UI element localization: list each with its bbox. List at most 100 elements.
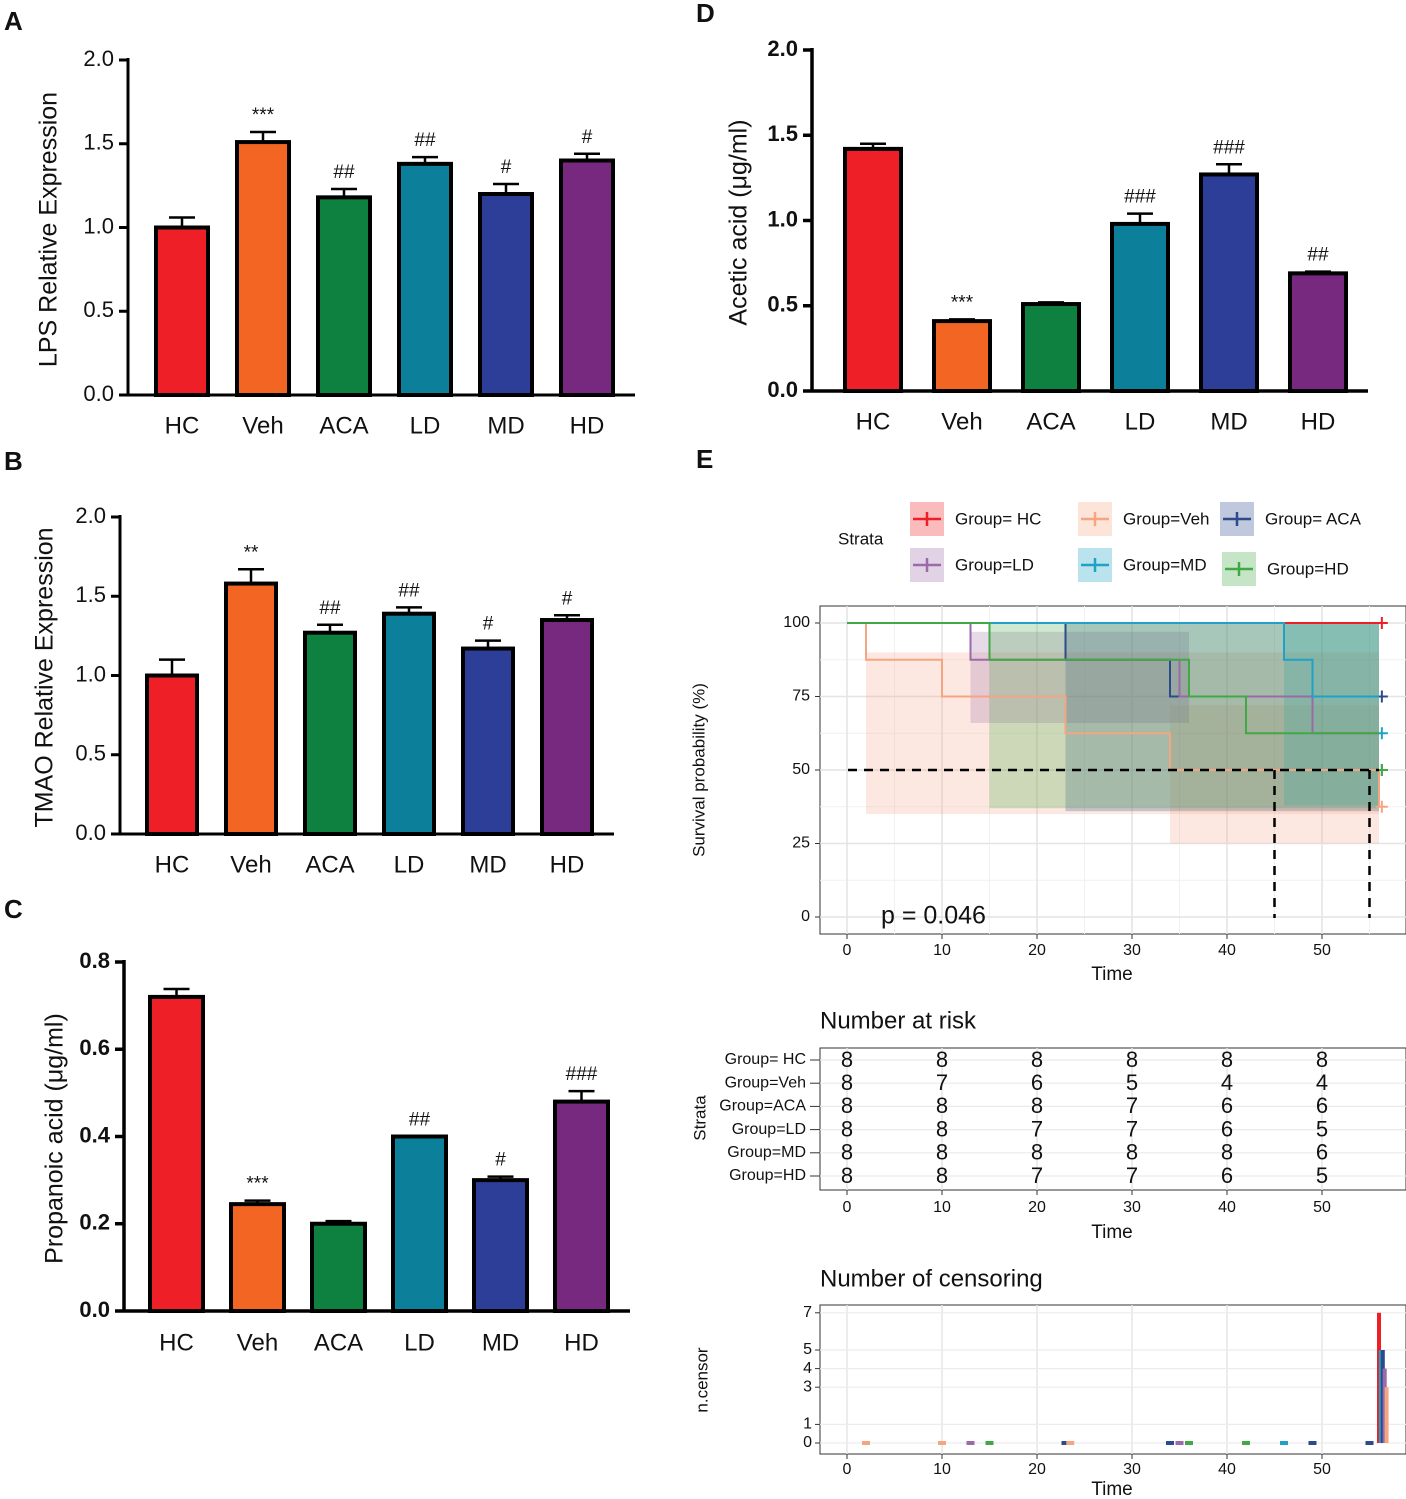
risk-count: 8 (936, 1140, 948, 1165)
censor-zero-mark (966, 1441, 975, 1445)
y-tick-label: 0.0 (75, 820, 106, 845)
bar-veh (235, 140, 291, 397)
risk-count: 6 (1221, 1163, 1233, 1188)
risk-count: 5 (1316, 1163, 1328, 1188)
y-axis-label: LPS Relative Expression (35, 92, 63, 367)
survival-curve-3 (847, 622, 1379, 735)
bar-aca (1021, 302, 1081, 394)
legend: Strata Group= HC Group=Veh Group= ACA Group=… (838, 502, 1362, 586)
y-tick-label: 0.0 (767, 377, 798, 402)
risk-row-label: Group=ACA (719, 1098, 806, 1115)
risk-count: 4 (1316, 1070, 1328, 1095)
risk-count: 7 (1031, 1116, 1043, 1141)
significance-label: *** (951, 292, 974, 313)
category-label: MD (1210, 408, 1247, 435)
x-axis-label: Time (1091, 1222, 1133, 1243)
censor-zero-mark (1242, 1441, 1250, 1445)
bar-md (1199, 172, 1259, 393)
y-tick-label: 7 (803, 1304, 812, 1321)
risk-count: 6 (1221, 1116, 1233, 1141)
risk-count: 8 (1126, 1140, 1138, 1165)
bar-hc (843, 146, 903, 393)
y-tick-label: 0.5 (75, 741, 106, 766)
risk-row-label: Group=LD (732, 1121, 806, 1138)
y-tick-label: 50 (792, 761, 810, 778)
category-label: HD (570, 412, 605, 439)
bar-md (478, 192, 534, 397)
significance-label: *** (246, 1174, 269, 1195)
bar-hc (154, 225, 210, 397)
significance-label: # (501, 157, 512, 178)
category-label: HD (1301, 408, 1336, 435)
x-tick-label: 0 (843, 942, 852, 959)
panel-d: D 0.0 0.5 1.0 1.5 2.0 Acetic acid (μg/ml) HC Veh… (696, 0, 1368, 435)
x-tick-label: 10 (933, 1461, 951, 1478)
y-tick-label: 75 (792, 688, 810, 705)
bar-ld (382, 611, 436, 836)
legend-label: Group=Veh (1123, 509, 1210, 528)
x-axis-label: Time (1091, 1479, 1133, 1499)
risk-count: 6 (1316, 1093, 1328, 1118)
bar-aca (316, 195, 372, 397)
y-tick-label: 0.4 (79, 1122, 110, 1147)
risk-count: 8 (1031, 1093, 1043, 1118)
legend-item: Group= HC (910, 502, 1041, 536)
significance-label: ** (244, 542, 259, 563)
category-label: Veh (941, 408, 982, 435)
bar-hd (559, 158, 615, 397)
y-tick-label: 0 (801, 908, 810, 925)
risk-count: 8 (1126, 1047, 1138, 1072)
x-tick-label: 20 (1028, 1199, 1046, 1216)
x-tick-label: 40 (1218, 1461, 1236, 1478)
category-label: HD (550, 851, 585, 878)
legend-item: Group=Veh (1078, 502, 1210, 536)
risk-row-label: Group=HD (729, 1167, 806, 1184)
panel-a: A 0.0 0.5 1.0 1.5 2.0 LPS Relative Expression H… (4, 6, 635, 439)
significance-label: ## (398, 580, 420, 601)
y-tick-label: 1.5 (75, 582, 106, 607)
legend-label: Group=LD (955, 555, 1034, 574)
category-label: HC (159, 1329, 194, 1356)
category-label: HC (856, 408, 891, 435)
x-tick-label: 10 (933, 1199, 951, 1216)
bar-hd (553, 1099, 610, 1313)
y-axis-label: Propanoic acid (μg/ml) (41, 1013, 69, 1264)
risk-count: 5 (1316, 1116, 1328, 1141)
x-tick-label: 30 (1123, 1461, 1141, 1478)
legend-label: Group=MD (1123, 555, 1207, 574)
risk-count: 7 (1126, 1093, 1138, 1118)
censor-frame (819, 1304, 1406, 1455)
category-label: MD (482, 1329, 519, 1356)
risk-count: 8 (841, 1140, 853, 1165)
x-tick-label: 50 (1313, 942, 1331, 959)
significance-label: ### (1124, 187, 1156, 208)
km-plot: p = 0.046 0 25 50 75 100 0 10 20 30 40 50 Time Surviv… (689, 605, 1406, 985)
risk-row-label: Group=MD (727, 1144, 806, 1161)
category-label: HD (564, 1329, 599, 1356)
x-tick-label: 40 (1218, 1199, 1236, 1216)
survival-curve-4 (847, 622, 1379, 698)
bar-hc (148, 994, 205, 1314)
risk-count: 8 (936, 1116, 948, 1141)
bar-ld (391, 1134, 448, 1313)
bar-aca (303, 630, 357, 837)
category-label: LD (394, 851, 425, 878)
censor-ylabel: n.censor (692, 1347, 711, 1413)
risk-count: 8 (841, 1163, 853, 1188)
y-tick-label: 0.2 (79, 1210, 110, 1235)
risk-row-label: Group=Veh (725, 1074, 806, 1091)
panel-e: E Strata Group= HC Group=Veh Group= ACA Group… (689, 444, 1406, 1499)
y-tick-label: 1.0 (75, 661, 106, 686)
risk-row-label: Group= HC (725, 1051, 806, 1068)
censor-zero-mark (1061, 1441, 1070, 1445)
bar-veh (229, 1202, 286, 1314)
censor-zero-mark (1365, 1441, 1374, 1445)
bar-ld (1110, 221, 1170, 393)
y-tick-label: 1 (803, 1416, 812, 1433)
risk-count: 8 (1316, 1047, 1328, 1072)
y-tick-label: 1.5 (83, 130, 114, 155)
panel-letter: E (696, 444, 713, 474)
p-value: p = 0.046 (881, 902, 986, 930)
